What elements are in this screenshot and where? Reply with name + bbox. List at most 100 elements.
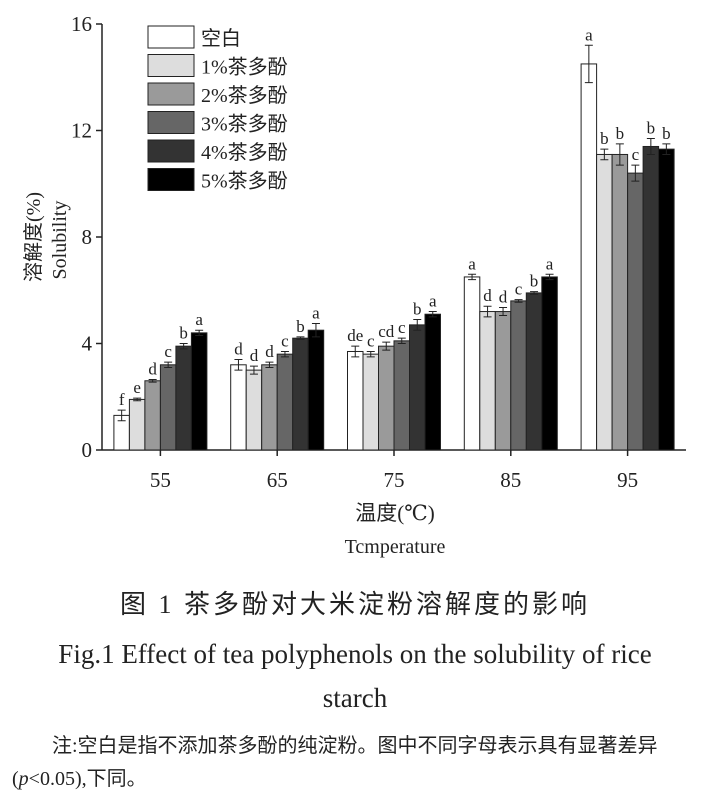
- bar: [245, 369, 263, 451]
- significance-letter: a: [429, 292, 437, 311]
- error-bar: [631, 164, 640, 182]
- bar: [307, 329, 325, 451]
- bar: [463, 276, 481, 451]
- bar: [261, 364, 278, 451]
- error-bar: [483, 305, 492, 318]
- error-bar: [280, 350, 289, 358]
- significance-letter: a: [546, 254, 554, 273]
- error-bar: [413, 319, 422, 331]
- significance-letter: c: [515, 280, 523, 299]
- error-bar: [499, 307, 508, 317]
- error-bar: [468, 273, 477, 281]
- error-bar: [117, 409, 126, 422]
- significance-letter: c: [281, 331, 289, 350]
- significance-letter: d: [483, 286, 492, 305]
- error-bar: [148, 378, 157, 383]
- bar: [292, 337, 309, 451]
- significance-letter: a: [585, 25, 593, 44]
- caption-cn: 图 1 茶多酚对大米淀粉溶解度的影响: [119, 590, 590, 619]
- significance-letter: d: [265, 342, 274, 361]
- legend-swatch: [147, 111, 195, 134]
- significance-letter: c: [367, 331, 375, 350]
- x-tick-label: 85: [500, 468, 521, 492]
- error-bar: [584, 44, 593, 84]
- bar: [347, 350, 364, 451]
- bar: [393, 340, 410, 451]
- y-axis-label: Solubility: [49, 201, 71, 280]
- legend-swatch: [147, 25, 195, 49]
- significance-letter: c: [164, 342, 172, 361]
- significance-letter: b: [600, 129, 609, 148]
- bar: [190, 332, 208, 451]
- significance-letter: e: [133, 378, 141, 397]
- error-bar: [351, 345, 360, 358]
- error-bar: [530, 291, 539, 295]
- significance-letter: b: [296, 317, 305, 336]
- bar: [525, 292, 543, 451]
- bar: [128, 398, 146, 451]
- error-bar: [195, 329, 204, 337]
- significance-letter: d: [499, 288, 508, 307]
- error-bar: [164, 361, 173, 368]
- legend-label: 4%茶多酚: [201, 141, 288, 164]
- error-bar: [179, 343, 188, 350]
- significance-letter: b: [647, 118, 656, 137]
- bar: [658, 148, 675, 451]
- error-bar: [265, 361, 274, 368]
- legend-swatch: [147, 168, 195, 191]
- x-tick-label: 75: [384, 468, 405, 492]
- error-bar: [249, 365, 258, 375]
- caption-en: Fig.1 Effect of tea polyphenols on the s…: [58, 639, 652, 713]
- bar: [580, 63, 598, 451]
- note-text: p: [18, 768, 29, 790]
- bar: [362, 353, 379, 451]
- bar: [424, 313, 441, 451]
- y-tick-label: 8: [82, 225, 93, 249]
- error-bar: [646, 137, 655, 155]
- x-axis-label: 温度(℃): [355, 501, 434, 525]
- error-bar: [615, 143, 624, 166]
- note-text: 注:空白是指不添加茶多酚的纯淀粉。图中不同字母表示具有显著差异(: [12, 735, 658, 790]
- bar: [378, 345, 395, 451]
- significance-letter: a: [468, 254, 476, 273]
- bar: [144, 380, 161, 451]
- bar: [510, 300, 527, 451]
- bar: [596, 153, 613, 451]
- bar: [409, 324, 426, 451]
- significance-letter: b: [413, 300, 422, 319]
- y-tick-label: 4: [82, 332, 93, 356]
- y-tick-label: 16: [71, 12, 92, 36]
- x-tick-label: 55: [150, 468, 171, 492]
- error-bar: [296, 336, 305, 341]
- bar: [159, 364, 177, 451]
- error-bar: [234, 358, 243, 371]
- bar: [230, 364, 247, 451]
- bar: [611, 153, 629, 451]
- significance-letter: c: [632, 145, 640, 164]
- significance-letter: cd: [378, 322, 395, 341]
- significance-letter: b: [179, 324, 188, 343]
- note-text: <0.05),下同。: [28, 768, 147, 790]
- legend-swatch: [147, 54, 195, 77]
- bar: [642, 145, 660, 451]
- chart: 溶解度(%) Solubility 温度(℃) Tcmperature 0 4 8 1…: [22, 12, 686, 558]
- significance-letter: d: [250, 346, 259, 365]
- significance-letter: c: [398, 318, 406, 337]
- legend-label: 3%茶多酚: [201, 113, 288, 136]
- bar: [541, 276, 558, 451]
- error-bar: [545, 273, 554, 281]
- error-bar: [366, 350, 375, 358]
- bar: [494, 311, 512, 451]
- legend-label: 2%茶多酚: [201, 84, 288, 107]
- significance-letter: d: [234, 339, 243, 358]
- significance-letter: a: [312, 304, 320, 323]
- error-bar: [397, 337, 406, 344]
- x-axis-label: Tcmperature: [345, 536, 446, 558]
- y-axis-label: 溶解度(%): [22, 192, 45, 282]
- legend-label: 5%茶多酚: [201, 170, 288, 193]
- bar: [627, 172, 644, 451]
- error-bar: [662, 143, 671, 155]
- significance-letter: de: [347, 326, 363, 345]
- legend-label: 空白: [201, 27, 241, 50]
